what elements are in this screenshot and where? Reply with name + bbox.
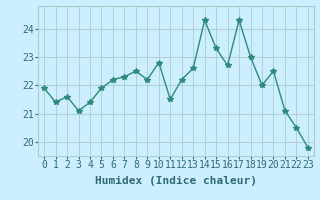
X-axis label: Humidex (Indice chaleur): Humidex (Indice chaleur) <box>95 176 257 186</box>
